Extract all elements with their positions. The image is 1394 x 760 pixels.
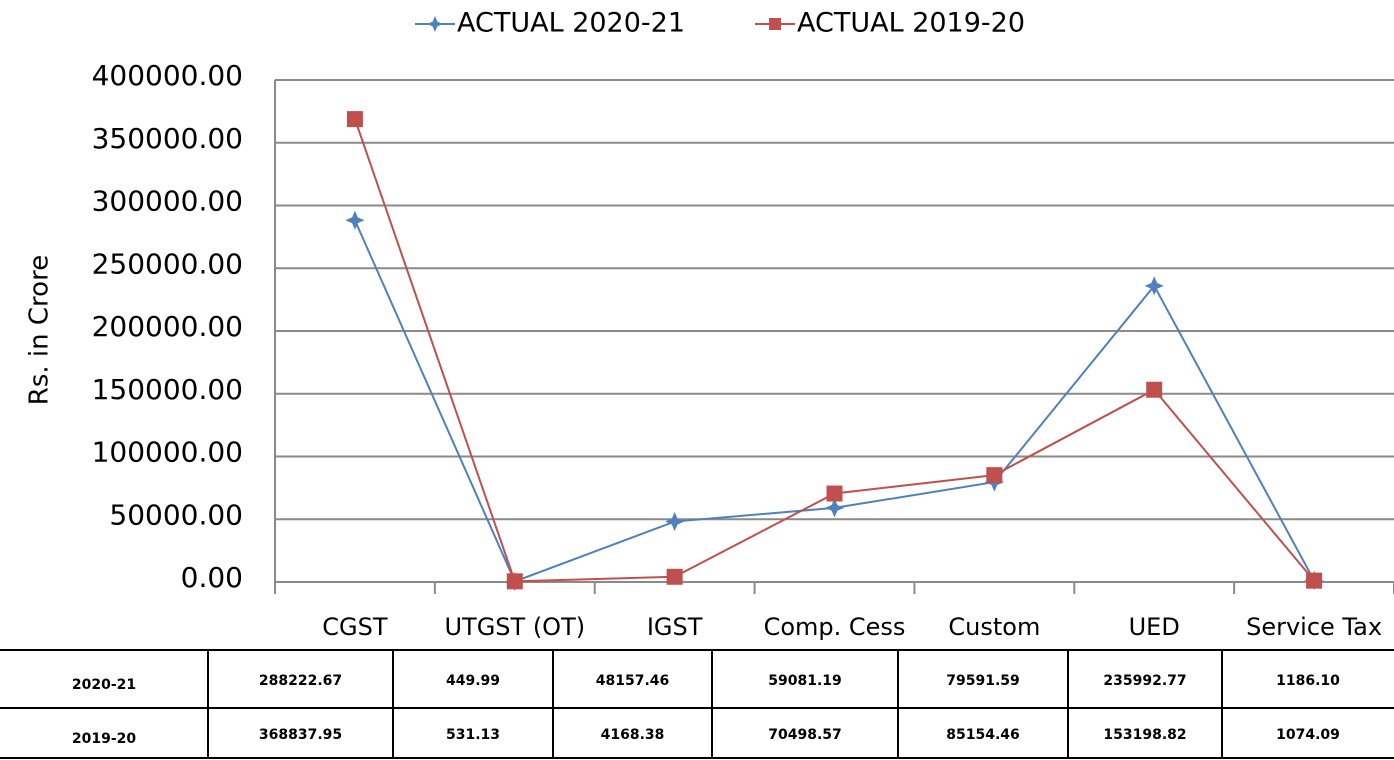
marker xyxy=(826,485,843,502)
marker xyxy=(1306,572,1323,589)
y-tick-label: 100000.00 xyxy=(92,436,243,469)
x-tick-label: UED xyxy=(1129,613,1180,641)
table-cell: 1074.09 xyxy=(1276,727,1340,743)
legend-label: ACTUAL 2020-21 xyxy=(457,8,685,39)
y-tick-label: 50000.00 xyxy=(109,498,243,531)
marker xyxy=(346,111,363,128)
x-tick-label: Custom xyxy=(948,613,1040,641)
table-cell: 531.13 xyxy=(446,727,500,743)
table-cell: 368837.95 xyxy=(259,727,342,743)
table-cell: 70498.57 xyxy=(768,727,842,743)
x-tick-label: IGST xyxy=(647,613,703,641)
y-tick-label: 200000.00 xyxy=(92,310,243,343)
x-tick-label: Service Tax xyxy=(1246,613,1382,641)
table-cell: 153198.82 xyxy=(1103,727,1186,743)
y-tick-label: 150000.00 xyxy=(92,373,243,406)
y-axis-label: Rs. in Crore xyxy=(25,255,55,405)
marker xyxy=(1144,276,1164,296)
marker xyxy=(824,498,845,518)
legend-marker xyxy=(769,18,781,30)
table-cell: 48157.46 xyxy=(596,673,670,689)
marker xyxy=(986,467,1003,484)
y-tick-label: 250000.00 xyxy=(92,247,243,280)
table-cell: 1186.10 xyxy=(1276,673,1340,689)
table-row-label: 2019-20 xyxy=(72,731,137,747)
y-tick-label: 300000.00 xyxy=(92,185,243,218)
marker xyxy=(1146,381,1163,398)
legend-label: ACTUAL 2019-20 xyxy=(797,8,1025,39)
table-row-label: 2020-21 xyxy=(72,677,136,693)
x-tick-label: CGST xyxy=(322,613,388,641)
marker xyxy=(345,210,365,230)
table-cell: 235992.77 xyxy=(1103,673,1186,689)
table-cell: 85154.46 xyxy=(946,727,1020,743)
legend-marker xyxy=(427,16,443,32)
table-cell: 449.99 xyxy=(446,673,500,689)
table-cell: 59081.19 xyxy=(768,673,842,689)
y-tick-label: 0.00 xyxy=(181,561,243,594)
table-cell: 79591.59 xyxy=(946,673,1020,689)
line xyxy=(354,219,1315,583)
marker xyxy=(665,511,685,532)
y-tick-label: 400000.00 xyxy=(92,59,243,92)
y-tick-label: 350000.00 xyxy=(92,122,243,155)
x-tick-label: UTGST (OT) xyxy=(444,613,585,641)
table-cell: 4168.38 xyxy=(601,727,665,743)
marker xyxy=(506,573,523,590)
marker xyxy=(666,568,683,585)
x-tick-label: Comp. Cess xyxy=(764,613,906,641)
table-cell: 288222.67 xyxy=(259,673,342,689)
